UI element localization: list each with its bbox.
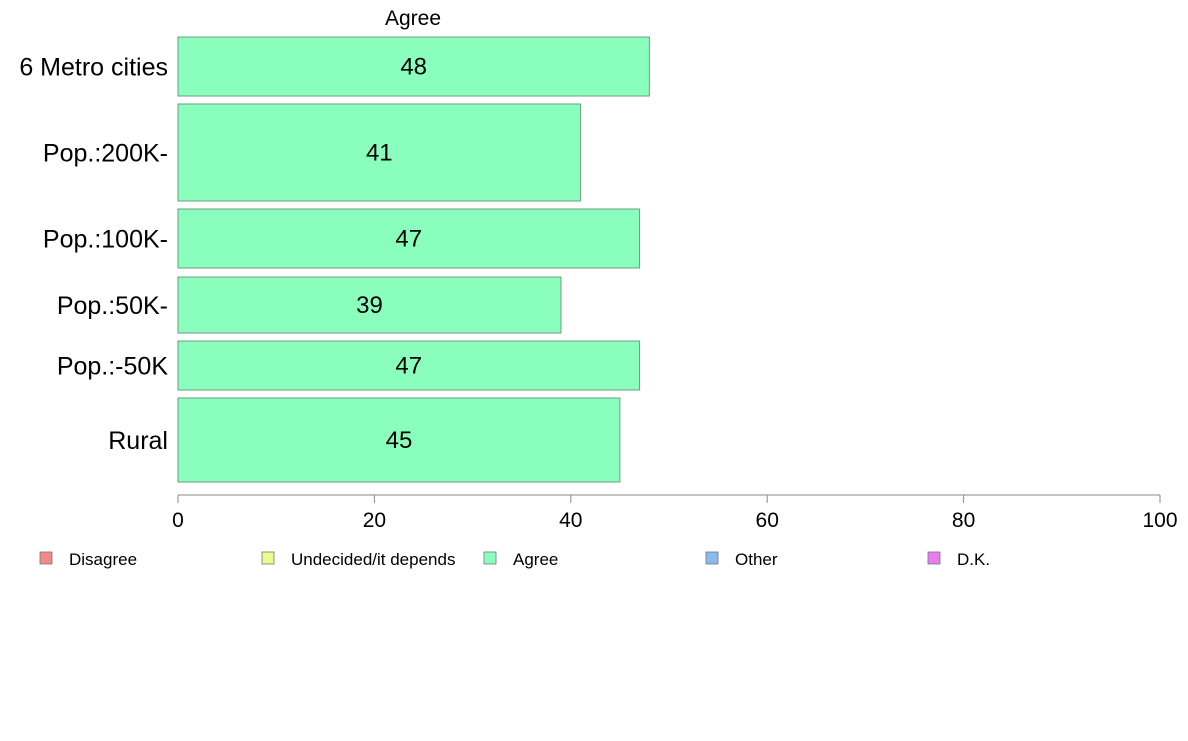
category-label: Rural — [108, 427, 168, 455]
x-tick-label: 80 — [952, 509, 975, 532]
category-label: Pop.:100K- — [43, 226, 168, 254]
legend-label: Disagree — [69, 550, 137, 569]
bar-0 — [177, 36, 650, 97]
x-tick-label: 0 — [172, 509, 184, 532]
legend-label: Other — [735, 550, 778, 569]
category-label: Pop.:-50K — [57, 353, 169, 381]
legend-label: Agree — [513, 550, 558, 569]
x-axis: 0 20 40 60 80 100 — [172, 494, 1178, 532]
legend-swatch — [705, 551, 719, 565]
legend-swatch — [483, 551, 497, 565]
x-tick-label: 100 — [1142, 509, 1177, 532]
bar-2 — [177, 208, 641, 269]
legend-swatch — [261, 551, 275, 565]
bar-value-label: 41 — [366, 140, 393, 167]
bar-3 — [177, 276, 562, 334]
bar-1 — [177, 103, 582, 202]
legend: Disagree Undecided/it depends Agree Other D.… — [39, 550, 990, 569]
bar-value-label: 45 — [386, 427, 413, 454]
category-label: Pop.:200K- — [43, 140, 168, 168]
bar-4 — [177, 340, 641, 391]
legend-swatch — [39, 551, 53, 565]
legend-label: Undecided/it depends — [291, 550, 455, 569]
x-tick-label: 20 — [363, 509, 386, 532]
legend-swatch — [927, 551, 941, 565]
x-tick-label: 60 — [756, 509, 779, 532]
bar-value-label: 47 — [395, 353, 422, 380]
bars-layer: 48 6 Metro cities 41 Pop.:200K- 47 Pop.:100K-… — [19, 36, 650, 483]
x-tick-label: 40 — [559, 509, 582, 532]
bar-value-label: 47 — [395, 226, 422, 253]
legend-label: D.K. — [957, 550, 990, 569]
bar-5 — [177, 397, 621, 483]
category-label: 6 Metro cities — [19, 54, 168, 82]
bar-value-label: 48 — [400, 54, 427, 81]
category-label: Pop.:50K- — [57, 292, 168, 320]
chart-title: Agree — [385, 7, 441, 30]
bar-value-label: 39 — [356, 292, 383, 319]
